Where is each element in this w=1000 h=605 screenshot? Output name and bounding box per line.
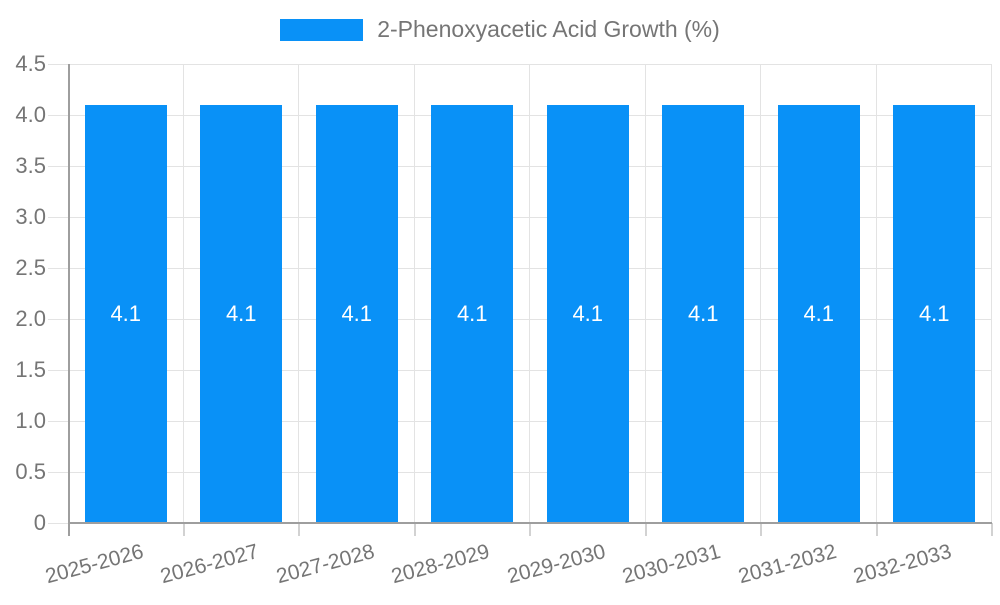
y-tick-label: 3.5 xyxy=(15,153,46,178)
bar-value-label: 4.1 xyxy=(803,300,835,326)
y-tick-label: 3.0 xyxy=(15,204,46,229)
x-tick-mark xyxy=(182,523,185,536)
gridline-horizontal xyxy=(68,319,992,320)
gridline-horizontal xyxy=(68,370,992,371)
y-tick-mark xyxy=(48,217,68,218)
y-tick-label: 4.0 xyxy=(15,102,46,127)
x-tick-mark xyxy=(760,523,762,536)
bar[interactable] xyxy=(662,104,745,523)
bar[interactable] xyxy=(431,104,514,523)
gridline-vertical xyxy=(760,64,761,523)
x-axis-baseline xyxy=(68,522,992,524)
bar[interactable] xyxy=(893,104,976,523)
plot-area: 4.1 4.1 4.1 4.1 4.1 4.1 4.1 4.1 xyxy=(48,64,993,536)
gridline-vertical xyxy=(298,64,299,523)
x-tick-mark xyxy=(875,523,878,536)
y-axis-line xyxy=(68,64,70,536)
gridline-horizontal xyxy=(68,421,992,422)
gridline-vertical xyxy=(991,64,992,523)
bar-value-label: 4.1 xyxy=(456,300,488,326)
y-tick-mark xyxy=(48,472,68,473)
gridline-vertical xyxy=(529,64,530,523)
gridline-vertical xyxy=(875,64,877,523)
y-tick-mark xyxy=(48,319,68,320)
bar-value-label: 4.1 xyxy=(225,300,257,326)
gridline-horizontal xyxy=(68,115,992,116)
gridline-vertical xyxy=(413,64,415,523)
bar-value-label: 4.1 xyxy=(572,300,604,326)
y-tick-mark xyxy=(48,115,68,116)
gridline-horizontal xyxy=(68,472,992,473)
y-tick-label: 0.5 xyxy=(15,459,46,484)
y-tick-mark xyxy=(48,166,68,167)
x-tick-mark xyxy=(298,523,300,536)
bar[interactable] xyxy=(777,104,860,523)
y-tick-mark xyxy=(48,421,68,422)
bar-value-label: 4.1 xyxy=(918,300,950,326)
bar[interactable] xyxy=(546,104,629,523)
gridline-horizontal xyxy=(68,166,992,167)
x-tick-mark xyxy=(644,523,647,536)
legend-swatch[interactable] xyxy=(280,18,364,41)
bar[interactable] xyxy=(315,104,398,523)
legend: 2-Phenoxyacetic Acid Growth (%) xyxy=(0,16,1000,43)
bar-value-label: 4.1 xyxy=(341,300,373,326)
y-tick-mark xyxy=(48,268,68,269)
gridline-horizontal xyxy=(68,217,992,218)
y-tick-mark xyxy=(48,523,68,524)
y-tick-label: 4.5 xyxy=(15,51,46,76)
gridline-vertical xyxy=(182,64,184,523)
y-tick-label: 1.5 xyxy=(15,357,46,382)
y-tick-label: 2.0 xyxy=(15,306,46,331)
bar[interactable] xyxy=(84,104,167,523)
legend-label[interactable]: 2-Phenoxyacetic Acid Growth (%) xyxy=(377,16,720,42)
y-tick-mark xyxy=(48,370,68,371)
gridline-horizontal xyxy=(68,268,992,269)
gridline-horizontal xyxy=(68,64,992,65)
bar-value-label: 4.1 xyxy=(687,300,719,326)
y-tick-mark xyxy=(48,64,68,65)
y-tick-label: 1.0 xyxy=(15,408,46,433)
bar-value-label: 4.1 xyxy=(110,300,142,326)
x-tick-mark xyxy=(529,523,531,536)
bar[interactable] xyxy=(200,104,283,523)
y-tick-label: 0 xyxy=(33,510,46,535)
x-tick-mark xyxy=(991,523,993,536)
gridline-vertical xyxy=(644,64,646,523)
y-tick-label: 2.5 xyxy=(15,255,46,280)
x-tick-mark xyxy=(413,523,416,536)
